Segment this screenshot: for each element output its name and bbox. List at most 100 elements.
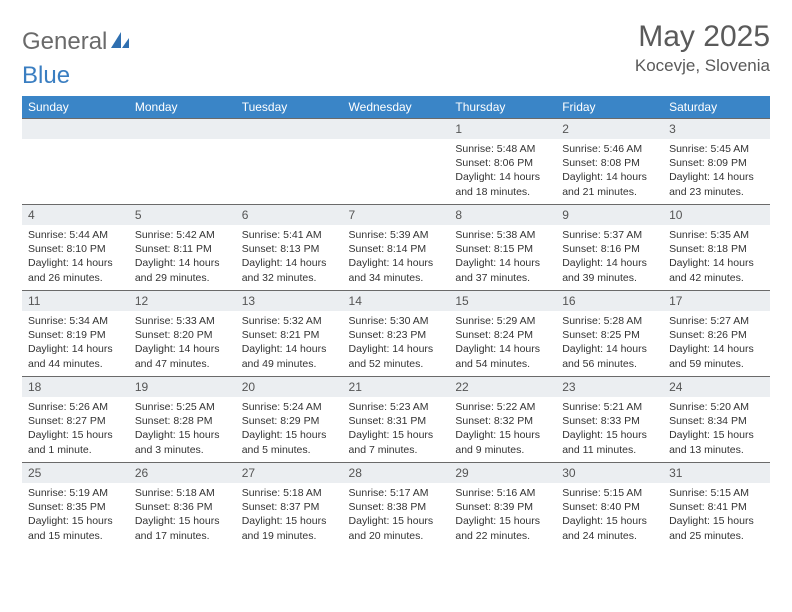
weekday-header: Saturday — [663, 96, 770, 118]
calendar-cell: 16Sunrise: 5:28 AMSunset: 8:25 PMDayligh… — [556, 290, 663, 376]
month-title: May 2025 — [635, 20, 770, 54]
day-details: Sunrise: 5:38 AMSunset: 8:15 PMDaylight:… — [449, 225, 556, 289]
day-details: Sunrise: 5:24 AMSunset: 8:29 PMDaylight:… — [236, 397, 343, 461]
day-details: Sunrise: 5:26 AMSunset: 8:27 PMDaylight:… — [22, 397, 129, 461]
day-details: Sunrise: 5:15 AMSunset: 8:40 PMDaylight:… — [556, 483, 663, 547]
day-number: 12 — [129, 290, 236, 311]
header-right: May 2025 Kocevje, Slovenia — [635, 20, 770, 76]
weekday-header: Friday — [556, 96, 663, 118]
calendar-cell: 25Sunrise: 5:19 AMSunset: 8:35 PMDayligh… — [22, 462, 129, 548]
calendar-cell: 30Sunrise: 5:15 AMSunset: 8:40 PMDayligh… — [556, 462, 663, 548]
day-number: 28 — [343, 462, 450, 483]
logo-text-general: General — [22, 28, 107, 56]
calendar-cell: 31Sunrise: 5:15 AMSunset: 8:41 PMDayligh… — [663, 462, 770, 548]
calendar-cell: 10Sunrise: 5:35 AMSunset: 8:18 PMDayligh… — [663, 204, 770, 290]
day-number: 15 — [449, 290, 556, 311]
weekday-header: Monday — [129, 96, 236, 118]
calendar-cell — [22, 118, 129, 204]
day-number: 26 — [129, 462, 236, 483]
day-number: 8 — [449, 204, 556, 225]
day-number: 31 — [663, 462, 770, 483]
calendar-cell: 21Sunrise: 5:23 AMSunset: 8:31 PMDayligh… — [343, 376, 450, 462]
day-number: 18 — [22, 376, 129, 397]
calendar-cell: 4Sunrise: 5:44 AMSunset: 8:10 PMDaylight… — [22, 204, 129, 290]
day-number: 2 — [556, 118, 663, 139]
day-details: Sunrise: 5:41 AMSunset: 8:13 PMDaylight:… — [236, 225, 343, 289]
day-details: Sunrise: 5:27 AMSunset: 8:26 PMDaylight:… — [663, 311, 770, 375]
weekday-header: Thursday — [449, 96, 556, 118]
day-number: 10 — [663, 204, 770, 225]
calendar-cell — [343, 118, 450, 204]
day-number: 4 — [22, 204, 129, 225]
calendar-cell: 9Sunrise: 5:37 AMSunset: 8:16 PMDaylight… — [556, 204, 663, 290]
calendar-cell: 29Sunrise: 5:16 AMSunset: 8:39 PMDayligh… — [449, 462, 556, 548]
day-details: Sunrise: 5:28 AMSunset: 8:25 PMDaylight:… — [556, 311, 663, 375]
calendar-cell: 27Sunrise: 5:18 AMSunset: 8:37 PMDayligh… — [236, 462, 343, 548]
calendar-cell: 1Sunrise: 5:48 AMSunset: 8:06 PMDaylight… — [449, 118, 556, 204]
day-number: 21 — [343, 376, 450, 397]
day-number: 24 — [663, 376, 770, 397]
calendar-cell: 17Sunrise: 5:27 AMSunset: 8:26 PMDayligh… — [663, 290, 770, 376]
day-number: 14 — [343, 290, 450, 311]
calendar-cell: 15Sunrise: 5:29 AMSunset: 8:24 PMDayligh… — [449, 290, 556, 376]
day-number: 27 — [236, 462, 343, 483]
day-details: Sunrise: 5:33 AMSunset: 8:20 PMDaylight:… — [129, 311, 236, 375]
day-number: 22 — [449, 376, 556, 397]
day-details: Sunrise: 5:48 AMSunset: 8:06 PMDaylight:… — [449, 139, 556, 203]
day-details: Sunrise: 5:21 AMSunset: 8:33 PMDaylight:… — [556, 397, 663, 461]
calendar-cell: 5Sunrise: 5:42 AMSunset: 8:11 PMDaylight… — [129, 204, 236, 290]
weekday-header: Wednesday — [343, 96, 450, 118]
calendar-cell: 19Sunrise: 5:25 AMSunset: 8:28 PMDayligh… — [129, 376, 236, 462]
day-number: 6 — [236, 204, 343, 225]
location-label: Kocevje, Slovenia — [635, 56, 770, 76]
calendar-cell: 3Sunrise: 5:45 AMSunset: 8:09 PMDaylight… — [663, 118, 770, 204]
calendar-cell: 12Sunrise: 5:33 AMSunset: 8:20 PMDayligh… — [129, 290, 236, 376]
calendar-cell: 7Sunrise: 5:39 AMSunset: 8:14 PMDaylight… — [343, 204, 450, 290]
day-details: Sunrise: 5:15 AMSunset: 8:41 PMDaylight:… — [663, 483, 770, 547]
day-number: 7 — [343, 204, 450, 225]
day-number: 16 — [556, 290, 663, 311]
day-details: Sunrise: 5:39 AMSunset: 8:14 PMDaylight:… — [343, 225, 450, 289]
calendar-cell: 24Sunrise: 5:20 AMSunset: 8:34 PMDayligh… — [663, 376, 770, 462]
calendar-cell: 18Sunrise: 5:26 AMSunset: 8:27 PMDayligh… — [22, 376, 129, 462]
day-details: Sunrise: 5:23 AMSunset: 8:31 PMDaylight:… — [343, 397, 450, 461]
day-number: 13 — [236, 290, 343, 311]
calendar-cell: 22Sunrise: 5:22 AMSunset: 8:32 PMDayligh… — [449, 376, 556, 462]
day-details: Sunrise: 5:46 AMSunset: 8:08 PMDaylight:… — [556, 139, 663, 203]
day-details: Sunrise: 5:17 AMSunset: 8:38 PMDaylight:… — [343, 483, 450, 547]
weekday-header: Sunday — [22, 96, 129, 118]
day-details: Sunrise: 5:30 AMSunset: 8:23 PMDaylight:… — [343, 311, 450, 375]
logo: General — [22, 28, 131, 56]
calendar-cell: 13Sunrise: 5:32 AMSunset: 8:21 PMDayligh… — [236, 290, 343, 376]
calendar-cell — [129, 118, 236, 204]
calendar-head: SundayMondayTuesdayWednesdayThursdayFrid… — [22, 96, 770, 118]
day-details: Sunrise: 5:18 AMSunset: 8:37 PMDaylight:… — [236, 483, 343, 547]
day-number: 23 — [556, 376, 663, 397]
day-details: Sunrise: 5:29 AMSunset: 8:24 PMDaylight:… — [449, 311, 556, 375]
logo-text-blue: Blue — [22, 62, 70, 90]
day-details: Sunrise: 5:44 AMSunset: 8:10 PMDaylight:… — [22, 225, 129, 289]
day-number: 1 — [449, 118, 556, 139]
day-number: 3 — [663, 118, 770, 139]
day-details: Sunrise: 5:19 AMSunset: 8:35 PMDaylight:… — [22, 483, 129, 547]
logo-sail-icon — [109, 30, 131, 55]
calendar-cell: 2Sunrise: 5:46 AMSunset: 8:08 PMDaylight… — [556, 118, 663, 204]
day-number: 9 — [556, 204, 663, 225]
day-number: 25 — [22, 462, 129, 483]
weekday-header: Tuesday — [236, 96, 343, 118]
day-number: 29 — [449, 462, 556, 483]
day-details: Sunrise: 5:45 AMSunset: 8:09 PMDaylight:… — [663, 139, 770, 203]
day-details: Sunrise: 5:42 AMSunset: 8:11 PMDaylight:… — [129, 225, 236, 289]
calendar-table: SundayMondayTuesdayWednesdayThursdayFrid… — [22, 96, 770, 548]
calendar-cell: 20Sunrise: 5:24 AMSunset: 8:29 PMDayligh… — [236, 376, 343, 462]
day-details: Sunrise: 5:20 AMSunset: 8:34 PMDaylight:… — [663, 397, 770, 461]
day-number: 5 — [129, 204, 236, 225]
day-number: 17 — [663, 290, 770, 311]
calendar-cell: 23Sunrise: 5:21 AMSunset: 8:33 PMDayligh… — [556, 376, 663, 462]
day-details: Sunrise: 5:35 AMSunset: 8:18 PMDaylight:… — [663, 225, 770, 289]
day-details: Sunrise: 5:16 AMSunset: 8:39 PMDaylight:… — [449, 483, 556, 547]
calendar-page: General May 2025 Kocevje, Slovenia Blue … — [0, 0, 792, 558]
calendar-body: 1Sunrise: 5:48 AMSunset: 8:06 PMDaylight… — [22, 118, 770, 548]
calendar-cell: 8Sunrise: 5:38 AMSunset: 8:15 PMDaylight… — [449, 204, 556, 290]
calendar-cell: 26Sunrise: 5:18 AMSunset: 8:36 PMDayligh… — [129, 462, 236, 548]
